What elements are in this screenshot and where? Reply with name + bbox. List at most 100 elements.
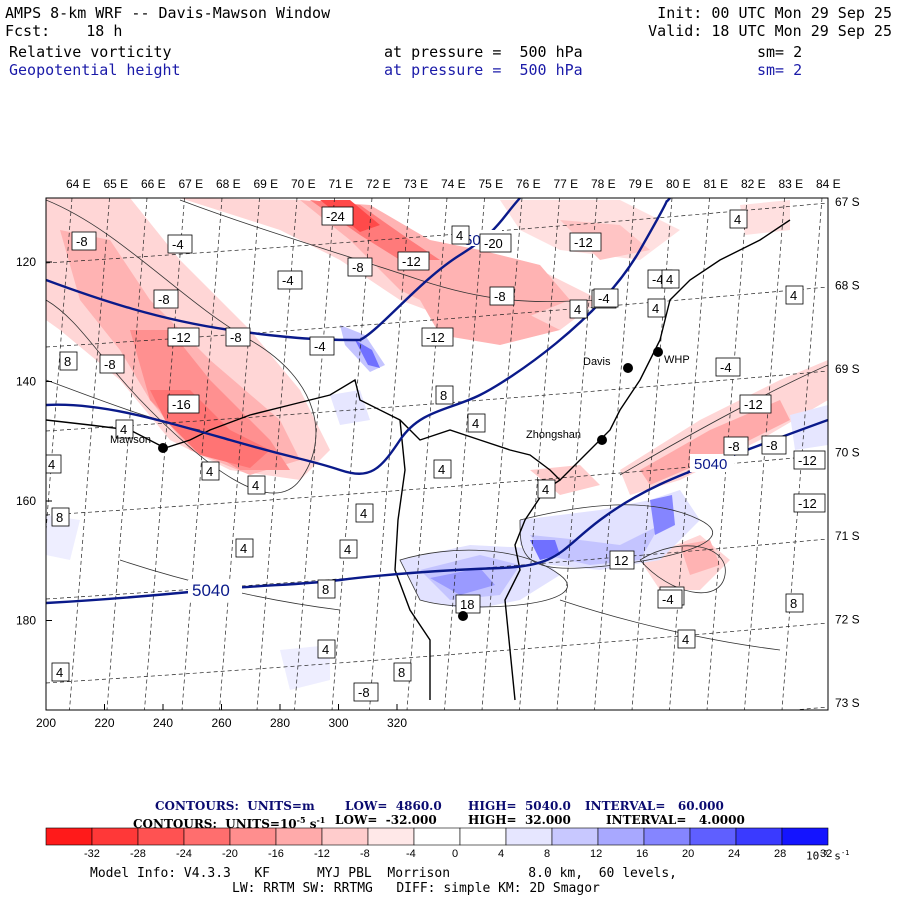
vorticity-label: 4 [542,482,549,497]
colorbar-swatch [551,827,599,846]
lon-label: 75 E [479,177,504,191]
x-tick-label: 300 [329,716,349,730]
valid-time: Valid: 18 UTC Mon 29 Sep 25 [648,22,892,40]
vorticity-label: -12 [798,453,817,468]
vorticity-label: -12 [744,397,763,412]
vorticity-label: 4 [344,542,351,557]
colorbar-swatch [735,827,783,846]
vorticity-label: 4 [574,302,581,317]
lat-label: 71 S [835,529,860,543]
contour1-low: LOW= 4860.0 [345,799,442,813]
y-tick-label: 120 [16,255,36,269]
lon-label: 83 E [779,177,804,191]
vorticity-labels: -24-8-4-8-124-20-8-12-444-4-8-8-12-8-4-1… [46,206,826,702]
vorticity-label: -4 [720,360,732,375]
colorbar-tick: 32 [820,848,832,860]
contour2-interval: INTERVAL= 4.0000 [606,813,745,827]
colorbar-swatch [321,827,369,846]
lon-label: 69 E [254,177,279,191]
field1-smoothing: sm= 2 [757,43,803,61]
colorbar-tick: 24 [728,848,740,860]
vorticity-label: -24 [326,209,345,224]
coastline [46,219,791,701]
vorticity-label: 4 [734,212,741,227]
colorbar-swatch [689,827,737,846]
colorbar-swatch [275,827,323,846]
colorbar-tick: 8 [544,848,550,860]
vorticity-label: 4 [120,422,127,437]
colorbar-tick: 0 [452,848,458,860]
vorticity-label: -8 [352,260,364,275]
colorbar-tick: -8 [360,848,370,860]
vorticity-label: -12 [172,330,191,345]
lat-label: 70 S [835,446,860,460]
init-time: Init: 00 UTC Mon 29 Sep 25 [657,4,892,22]
colorbar: -32 -28 -24 -20 -16 -12 -8 -4 0 4 8 12 16 20 24 28 32 [45,827,832,860]
colorbar-swatch [597,827,645,846]
vorticity-label: -4 [282,273,294,288]
vorticity-label: 4 [48,457,55,472]
lon-label: 68 E [216,177,241,191]
colorbar-swatch [183,827,231,846]
vorticity-label: 4 [56,665,63,680]
vorticity-label: -12 [798,496,817,511]
lon-label: 81 E [704,177,729,191]
field1-name: Relative vorticity [9,43,172,61]
map-title: AMPS 8-km WRF -- Davis-Mawson Window [5,4,331,22]
colorbar-tick: -4 [406,848,416,860]
lon-label: 82 E [741,177,766,191]
vorticity-contours [46,199,828,651]
lat-label: 72 S [835,613,860,627]
vorticity-label: 4 [252,478,259,493]
lon-label: 80 E [666,177,691,191]
vorticity-label: 4 [206,464,213,479]
field2-smoothing: sm= 2 [757,61,803,79]
station-marker [458,611,468,621]
station-marker [623,363,633,373]
field1-level: at pressure = 500 hPa [384,43,583,61]
x-tick-label: 200 [36,716,56,730]
lon-label: 64 E [66,177,91,191]
vorticity-label: -8 [358,685,370,700]
colorbar-tick: 16 [636,848,648,860]
colorbar-swatch [643,827,691,846]
y-tick-label: 160 [16,494,36,508]
vorticity-label: 4 [438,462,445,477]
lon-label: 70 E [291,177,316,191]
vorticity-label: -12 [402,254,421,269]
stations: Mawson Davis WHP Zhongshan [110,347,690,621]
y-tick-label: 180 [16,614,36,628]
weather-map: 5040 5040 5040 -24-8-4-8-124-20-8-12-444… [16,177,860,730]
lon-label: 77 E [554,177,579,191]
x-tick-label: 220 [95,716,115,730]
station-label: Davis [583,356,611,368]
colorbar-tick: 12 [590,848,602,860]
contour2-label: CONTOURS: UNITS=10-5 s-1 [133,815,326,831]
colorbar-swatch [781,827,829,846]
vorticity-label: -20 [484,236,503,251]
vorticity-label: 8 [398,665,405,680]
colorbar-swatch [505,827,553,846]
vorticity-label: 4 [682,632,689,647]
vorticity-label: -4 [598,291,610,306]
vorticity-label: -8 [728,439,740,454]
lon-label: 67 E [179,177,204,191]
vorticity-label: 4 [360,506,367,521]
vorticity-label: 8 [322,582,329,597]
lat-label: 73 S [835,696,860,710]
colorbar-tick: -28 [130,848,146,860]
colorbar-swatch [45,827,93,846]
vorticity-label: -8 [494,289,506,304]
contour1-high: HIGH= 5040.0 [468,799,571,813]
vorticity-label: 8 [790,596,797,611]
lon-label: 84 E [816,177,841,191]
vorticity-label: 4 [456,228,463,243]
station-marker [158,443,168,453]
colorbar-swatch [91,827,139,846]
vorticity-label: -8 [76,234,88,249]
vorticity-label: 8 [64,354,71,369]
vorticity-label: -4 [314,339,326,354]
model-info-line1: Model Info: V4.3.3 KF MYJ PBL Morrison 8… [90,866,677,881]
colorbar-tick: -20 [222,848,238,860]
x-tick-label: 280 [270,716,290,730]
